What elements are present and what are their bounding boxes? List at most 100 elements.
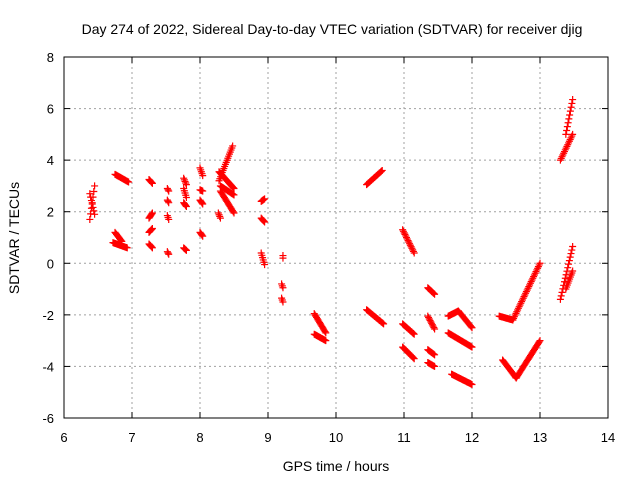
data-point <box>261 195 269 203</box>
data-point <box>148 224 156 232</box>
x-tick-label: 7 <box>128 430 135 445</box>
data-point <box>199 232 207 240</box>
data-point <box>182 246 190 254</box>
data-point <box>563 123 571 131</box>
data-point <box>569 243 577 251</box>
data-point <box>560 149 568 157</box>
data-point <box>148 179 156 187</box>
data-point <box>518 298 526 306</box>
data-point <box>182 179 190 187</box>
data-point <box>279 298 287 306</box>
data-point <box>524 284 532 292</box>
data-point <box>526 281 534 289</box>
data-point <box>565 139 573 147</box>
data-point <box>429 289 437 297</box>
data-point <box>512 309 520 317</box>
data-point <box>229 208 237 216</box>
data-point <box>380 320 388 328</box>
data-point <box>520 293 528 301</box>
data-point <box>147 226 155 234</box>
data-point <box>377 168 385 176</box>
data-point <box>229 142 237 150</box>
data-point <box>198 231 206 239</box>
data-point <box>164 249 172 257</box>
data-point <box>431 362 439 370</box>
data-point <box>431 325 439 333</box>
data-point <box>562 130 570 138</box>
y-tick-label: -6 <box>42 411 54 426</box>
data-point <box>87 197 95 205</box>
data-point <box>148 210 156 218</box>
data-point <box>564 141 572 149</box>
y-tick-label: 8 <box>47 50 54 65</box>
data-point <box>536 259 544 267</box>
data-point <box>377 167 385 175</box>
data-point <box>556 156 564 164</box>
data-point <box>431 290 439 298</box>
data-point <box>530 271 538 279</box>
data-point <box>261 261 269 269</box>
data-point <box>148 243 156 251</box>
data-point <box>510 313 518 321</box>
y-tick-label: -4 <box>42 359 54 374</box>
data-point <box>409 246 417 254</box>
axis-ticks <box>63 56 609 419</box>
data-point <box>409 330 417 338</box>
data-point <box>91 210 99 218</box>
data-point <box>408 244 416 252</box>
data-point <box>569 267 577 275</box>
data-point <box>531 269 539 277</box>
x-tick-label: 14 <box>601 430 615 445</box>
data-point <box>148 179 156 187</box>
data-point <box>90 188 98 196</box>
data-point <box>147 242 155 250</box>
data-point <box>147 178 155 186</box>
data-point <box>410 355 418 363</box>
data-point <box>322 329 330 337</box>
data-point <box>535 261 543 269</box>
data-point <box>534 264 542 272</box>
data-points <box>86 96 577 388</box>
data-point <box>399 226 407 234</box>
data-point <box>401 230 409 238</box>
data-point <box>468 343 476 351</box>
data-point <box>557 292 565 300</box>
x-tick-label: 8 <box>196 430 203 445</box>
y-tick-label: 2 <box>47 205 54 220</box>
data-point <box>513 308 521 316</box>
data-point <box>164 197 172 205</box>
data-point <box>567 250 575 258</box>
x-tick-label: 10 <box>329 430 343 445</box>
data-point <box>322 337 330 345</box>
data-point <box>279 284 287 292</box>
data-point <box>261 218 269 226</box>
data-point <box>534 263 542 271</box>
data-point <box>182 246 190 254</box>
data-point <box>409 247 417 255</box>
data-point <box>406 241 414 249</box>
data-point <box>522 288 530 296</box>
data-point <box>198 199 206 207</box>
data-point <box>180 176 188 184</box>
data-point <box>431 351 439 359</box>
data-point <box>214 209 222 217</box>
data-point <box>259 216 267 224</box>
data-point <box>568 246 576 254</box>
y-tick-label: 0 <box>47 256 54 271</box>
data-point <box>199 187 207 195</box>
data-point <box>409 354 417 362</box>
data-point <box>165 215 173 223</box>
data-point <box>519 294 527 302</box>
data-point <box>260 217 268 225</box>
data-point <box>511 311 519 319</box>
x-tick-label: 11 <box>397 430 411 445</box>
data-point <box>430 324 438 332</box>
x-tick-label: 6 <box>60 430 67 445</box>
data-point <box>569 130 577 138</box>
data-point <box>510 314 518 322</box>
data-point <box>518 296 526 304</box>
data-point <box>164 186 172 194</box>
data-point <box>125 178 133 186</box>
data-point <box>514 306 522 314</box>
